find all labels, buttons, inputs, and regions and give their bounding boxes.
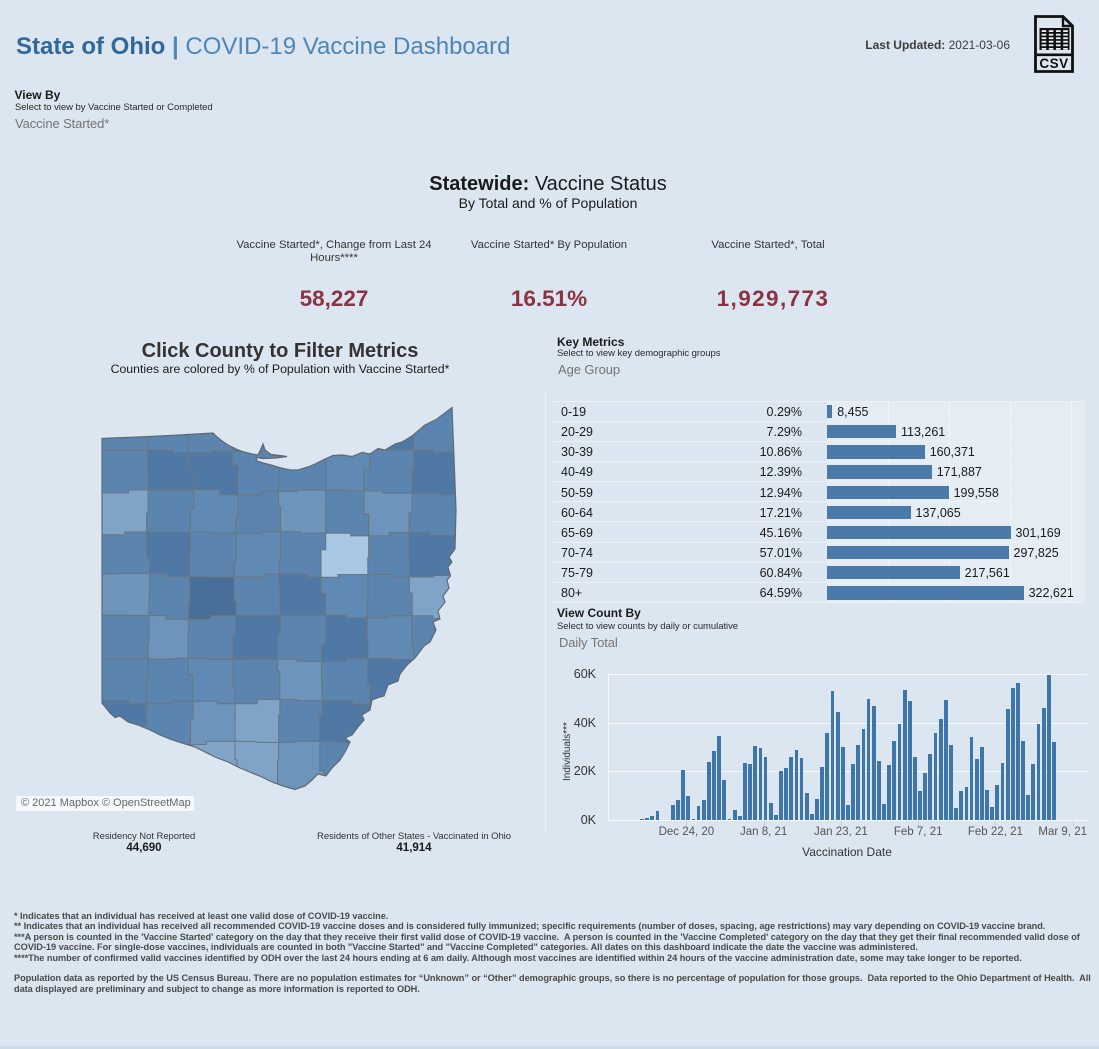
svg-text:CSV: CSV <box>1039 56 1068 71</box>
